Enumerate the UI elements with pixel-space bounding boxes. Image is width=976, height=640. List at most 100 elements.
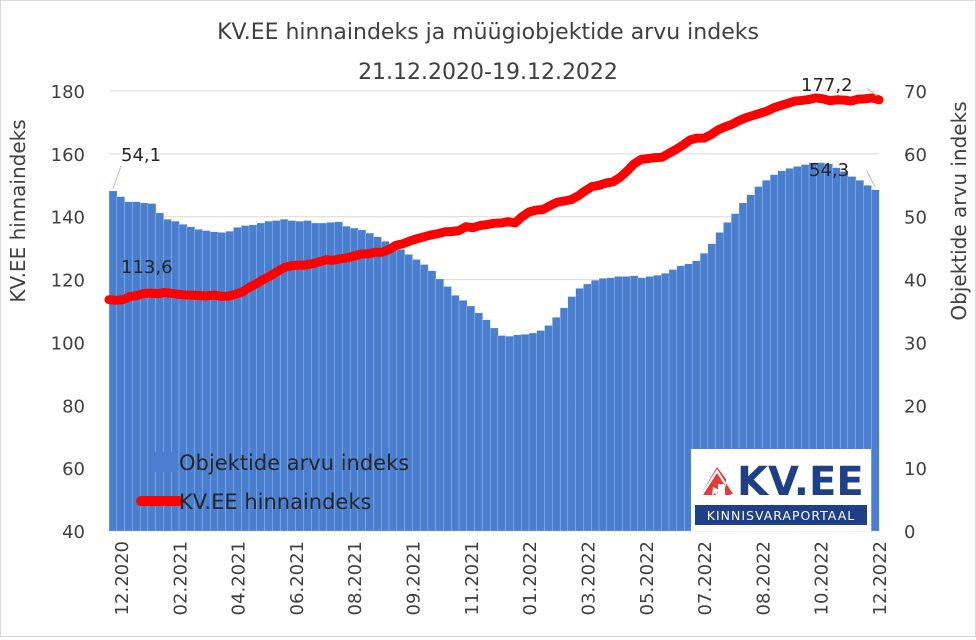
bar (412, 259, 421, 532)
bar (489, 327, 499, 532)
price-index-line (104, 93, 884, 305)
bar (186, 226, 195, 532)
y-right-tick-label: 40 (904, 271, 927, 292)
bar (567, 296, 577, 532)
y-left-tick-label: 80 (62, 396, 85, 417)
bar (342, 226, 351, 532)
y-right-tick-label: 60 (904, 145, 927, 166)
bar (388, 244, 398, 532)
x-tick-label: 01.2022 (520, 541, 541, 615)
annotation-start-bar: 54,1 (121, 145, 161, 166)
bar (326, 222, 335, 532)
y-left-tick-label: 140 (51, 208, 85, 229)
bar (528, 332, 538, 532)
logo-cursor-icon (712, 487, 721, 498)
logo-house-icon (701, 467, 733, 494)
bar (552, 317, 561, 532)
bar (318, 222, 328, 532)
chart-title: KV.EE hinnaindeks ja müügiobjektide arvu… (217, 20, 759, 45)
bar (606, 277, 615, 532)
y-right-tick-label: 10 (904, 459, 927, 480)
bar (311, 222, 320, 532)
x-tick-label: 09.2021 (404, 541, 425, 615)
x-tick-label: 04.2021 (229, 541, 250, 615)
bar (575, 288, 584, 532)
y-right-tick-label: 70 (904, 82, 927, 103)
annotation-start-line: 113,6 (121, 257, 173, 278)
bar (661, 273, 670, 532)
bar (132, 201, 141, 532)
bar (466, 305, 475, 532)
bar (559, 307, 569, 532)
bar (404, 254, 413, 532)
x-tick-label: 12.2022 (870, 541, 891, 615)
bar (629, 275, 639, 532)
bar (256, 222, 265, 532)
y-left-tick-label: 160 (51, 145, 85, 166)
x-tick-label: 10.2022 (812, 541, 833, 615)
bar (637, 277, 647, 532)
x-tick-label: 06.2021 (287, 541, 308, 615)
bar (349, 227, 359, 532)
y-left-tick-label: 100 (51, 333, 85, 354)
line-series (104, 93, 884, 305)
bar (591, 280, 600, 532)
bar (622, 276, 631, 532)
logo-text: KV.EE (737, 459, 864, 505)
legend-label-line: KV.EE hinnaindeks (179, 490, 371, 514)
bar (225, 231, 234, 532)
x-tick-label: 11.2021 (462, 541, 483, 615)
x-tick-label: 12.2020 (112, 541, 133, 615)
bar (497, 335, 507, 532)
bar (381, 241, 390, 532)
bar (645, 276, 654, 532)
bar (653, 275, 662, 532)
legend-label-bars: Objektide arvu indeks (179, 451, 409, 475)
kvee-logo: KV.EE KINNISVARAPORTAAL (691, 449, 871, 531)
bar (513, 334, 522, 532)
bar (108, 190, 118, 532)
bar (443, 286, 452, 532)
y-axis-left: 40 60 80 100 120 140 160 180 (51, 82, 85, 543)
x-tick-label: 08.2021 (345, 541, 366, 615)
y-axis-right: 0 10 20 30 40 50 60 70 (904, 82, 927, 543)
bar (583, 283, 592, 532)
y-right-tick-label: 50 (904, 208, 927, 229)
bar (871, 189, 880, 532)
y-axis-right-title: Objektide arvu indeks (947, 101, 971, 320)
bar (505, 336, 514, 532)
bar (209, 231, 219, 532)
logo-subbar (695, 505, 867, 525)
y-left-tick-label: 40 (62, 522, 85, 543)
bar (334, 221, 343, 532)
annotation-leader-end-line (866, 87, 878, 97)
y-left-tick-label: 180 (51, 82, 85, 103)
x-tick-label: 03.2022 (579, 541, 600, 615)
bar (614, 276, 623, 532)
bar (419, 264, 429, 532)
bar (435, 278, 444, 532)
bar (365, 232, 374, 532)
bar (396, 249, 405, 532)
y-left-tick-label: 60 (62, 459, 85, 480)
logo-subtext: KINNISVARAPORTAAL (707, 508, 855, 523)
x-tick-label: 05.2022 (637, 541, 658, 615)
bar (427, 270, 437, 532)
legend: Objektide arvu indeks KV.EE hinnaindeks (136, 451, 409, 514)
bar (451, 295, 460, 532)
bar (241, 225, 250, 532)
bar (264, 220, 273, 532)
bar (521, 334, 530, 532)
y-right-tick-label: 30 (904, 333, 927, 354)
bar (147, 203, 157, 532)
legend-swatch-bars (149, 452, 177, 472)
bar (124, 201, 133, 532)
x-tick-label: 08.2022 (753, 541, 774, 615)
annotation-end-bar: 54,3 (809, 160, 849, 181)
bar (116, 196, 125, 532)
annotation-leader-end-bar (866, 170, 876, 188)
bar (474, 312, 483, 532)
bar (248, 224, 258, 532)
